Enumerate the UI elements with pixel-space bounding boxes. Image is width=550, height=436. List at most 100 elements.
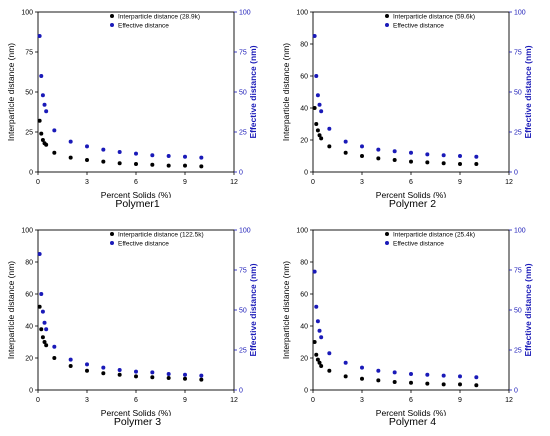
x-tick-label: 6 [409, 397, 413, 404]
y-tick-label: 40 [300, 106, 308, 113]
legend-label: Effective distance [393, 241, 444, 248]
interparticle-point [317, 133, 322, 138]
interparticle-point [343, 374, 348, 379]
legend-marker [110, 232, 114, 236]
x-tick-label: 3 [360, 397, 364, 404]
y2-tick-label: 25 [239, 348, 247, 355]
chart-panel-polymer-4: 0 3 6 9 12 0 20 40 60 80 100 0 25 50 75 100 Percent Soli… [275, 218, 550, 436]
interparticle-point [183, 163, 187, 168]
effective-point [68, 139, 73, 144]
legend-label: Effective distance [118, 23, 169, 30]
effective-point [392, 370, 397, 375]
interparticle-point [40, 335, 45, 340]
y2-tick-label: 0 [239, 388, 243, 395]
y2-tick-label: 25 [514, 348, 522, 355]
y-tick-label: 40 [300, 324, 308, 331]
effective-point [458, 374, 462, 379]
x-tick-label: 9 [458, 179, 462, 186]
y2-tick-label: 75 [239, 268, 247, 275]
x-tick-label: 9 [183, 179, 187, 186]
y2-tick-label: 75 [514, 50, 522, 57]
interparticle-point [425, 381, 430, 386]
interparticle-point [441, 382, 446, 387]
y-tick-label: 25 [25, 130, 33, 137]
effective-point [199, 373, 204, 378]
effective-point [315, 319, 320, 324]
effective-point [52, 128, 57, 133]
interparticle-point [319, 136, 324, 141]
y-tick-label: 0 [304, 170, 308, 177]
chart-panel-polymer-1: 0 3 6 9 12 0 25 50 75 100 0 25 50 75 100 Percent Solids… [0, 0, 275, 218]
x-tick-label: 0 [311, 179, 315, 186]
legend-label: Interparticle distance (122.5k) [118, 232, 204, 239]
interparticle-point [360, 376, 364, 381]
effective-point [376, 147, 381, 152]
legend-marker [385, 241, 389, 245]
interparticle-point [314, 352, 319, 357]
legend-label: Effective distance [118, 241, 169, 248]
effective-point [44, 327, 49, 332]
effective-point [314, 74, 319, 78]
y-tick-label: 100 [296, 10, 308, 17]
x-tick-label: 12 [230, 397, 238, 404]
x-tick-label: 6 [134, 397, 138, 404]
y-axis-label: Interparticle distance (nm) [281, 43, 291, 141]
effective-point [360, 365, 364, 370]
effective-point [44, 109, 49, 114]
effective-point [42, 320, 47, 325]
effective-point [327, 126, 332, 131]
interparticle-point [42, 340, 47, 344]
plot-frame [37, 229, 235, 391]
x-tick-label: 6 [134, 179, 138, 186]
y2-tick-label: 50 [239, 90, 247, 97]
interparticle-point [37, 118, 42, 123]
interparticle-point [425, 160, 430, 165]
x-tick-label: 12 [505, 179, 513, 186]
y-tick-label: 100 [21, 228, 33, 235]
interparticle-point [39, 327, 44, 332]
effective-point [85, 362, 89, 367]
legend-marker [110, 14, 114, 18]
y-tick-label: 80 [300, 260, 308, 267]
interparticle-point [52, 150, 57, 155]
y2-tick-label: 25 [239, 130, 247, 137]
interparticle-point [52, 356, 57, 360]
interparticle-point [343, 150, 348, 155]
y2-tick-label: 75 [239, 50, 247, 57]
effective-point [317, 328, 322, 333]
interparticle-point [441, 161, 446, 166]
effective-point [150, 370, 155, 375]
interparticle-point [199, 164, 204, 169]
interparticle-point [44, 142, 49, 147]
y2-tick-label: 100 [514, 10, 526, 17]
legend-label: Interparticle distance (59.6k) [393, 14, 475, 21]
x-tick-label: 9 [183, 397, 187, 404]
effective-point [39, 292, 44, 296]
effective-point [317, 102, 322, 107]
effective-point [134, 369, 138, 374]
interparticle-point [319, 364, 324, 368]
effective-point [392, 149, 397, 154]
interparticle-point [409, 159, 413, 164]
x-tick-label: 9 [458, 397, 462, 404]
effective-point [425, 372, 430, 377]
y2-axis-label: Effective distance (nm) [523, 45, 533, 138]
interparticle-point [101, 371, 106, 376]
effective-point [312, 269, 317, 274]
effective-point [166, 154, 171, 158]
interparticle-point [85, 368, 89, 373]
y-tick-label: 80 [300, 42, 308, 49]
effective-point [312, 34, 317, 38]
effective-point [343, 139, 348, 144]
interparticle-point [312, 340, 317, 344]
interparticle-point [150, 375, 155, 380]
x-tick-label: 3 [85, 179, 89, 186]
effective-point [458, 154, 462, 158]
interparticle-point [166, 163, 171, 168]
interparticle-point [360, 154, 364, 158]
x-axis-label: Percent Solids (%) [376, 408, 447, 416]
interparticle-point [150, 162, 155, 167]
effective-point [101, 147, 106, 152]
